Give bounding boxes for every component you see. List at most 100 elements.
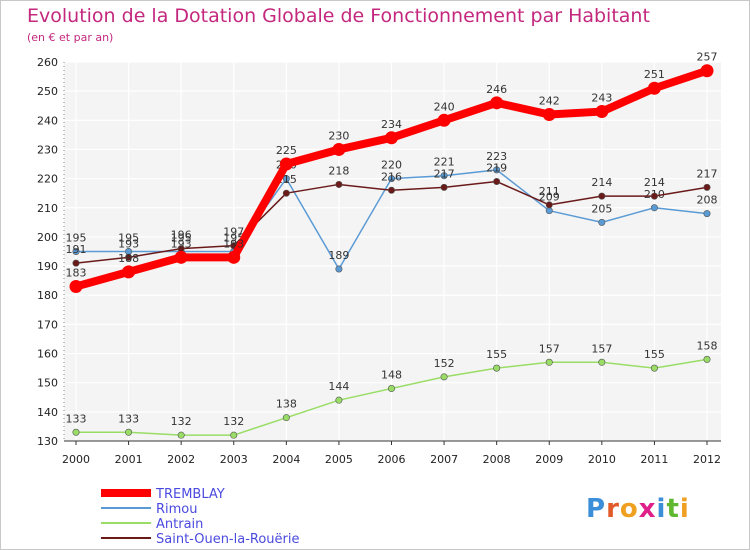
data-point [650, 204, 658, 212]
data-point [647, 81, 661, 95]
data-label: 257 [697, 51, 718, 64]
data-point [598, 218, 606, 226]
data-label: 246 [486, 83, 507, 96]
data-label: 148 [381, 369, 402, 382]
legend-item: TREMBLAY [101, 487, 225, 502]
data-point [493, 178, 501, 186]
x-tick-label: 2012 [693, 453, 721, 466]
data-point [335, 396, 343, 404]
y-tick-label: 180 [37, 289, 58, 302]
data-point [545, 358, 553, 366]
data-point [282, 414, 290, 422]
chart-subtitle: (en € et par an) [27, 31, 113, 44]
data-point [125, 428, 133, 436]
data-point [493, 166, 501, 174]
data-label: 217 [697, 167, 718, 180]
data-label: 138 [276, 398, 297, 411]
data-label: 205 [591, 202, 612, 215]
data-point [387, 186, 395, 194]
data-point [332, 142, 346, 156]
data-label: 217 [434, 167, 455, 180]
x-tick-label: 2010 [588, 453, 616, 466]
y-tick-label: 220 [37, 173, 58, 186]
y-tick-label: 160 [37, 348, 58, 361]
data-point [282, 189, 290, 197]
data-label: 214 [644, 176, 665, 189]
data-point [72, 259, 80, 267]
data-label: 196 [171, 229, 192, 242]
legend-label: Rimou [156, 502, 198, 517]
data-label: 197 [223, 226, 244, 239]
data-point [279, 157, 293, 171]
y-tick-label: 260 [37, 56, 58, 69]
data-label: 214 [591, 176, 612, 189]
legend-label: Antrain [156, 517, 203, 532]
data-point [545, 207, 553, 215]
y-tick-label: 140 [37, 406, 58, 419]
data-point [335, 180, 343, 188]
data-point [598, 358, 606, 366]
data-point [493, 364, 501, 372]
chart-title: Evolution de la Dotation Globale de Fonc… [27, 5, 650, 27]
data-point [650, 192, 658, 200]
y-tick-label: 240 [37, 114, 58, 127]
data-label: 158 [697, 339, 718, 352]
data-label: 193 [171, 237, 192, 250]
data-point [125, 253, 133, 261]
x-tick-label: 2001 [115, 453, 143, 466]
data-point [703, 355, 711, 363]
data-point [385, 131, 398, 145]
x-tick-label: 2009 [535, 453, 563, 466]
data-point [227, 250, 241, 264]
data-label: 243 [591, 92, 612, 105]
data-point [440, 172, 448, 180]
x-tick-label: 2002 [167, 453, 195, 466]
data-label: 132 [223, 415, 244, 428]
data-label: 195 [118, 232, 139, 245]
y-tick-label: 250 [37, 85, 58, 98]
y-tick-label: 130 [37, 435, 58, 448]
data-label: 183 [66, 266, 87, 279]
data-label: 220 [381, 159, 402, 172]
data-label: 240 [434, 100, 455, 113]
y-tick-label: 230 [37, 143, 58, 156]
data-point [72, 428, 80, 436]
data-point [703, 210, 711, 218]
data-label: 242 [539, 94, 560, 107]
legend-label: Saint-Ouen-la-Rouërie [156, 532, 299, 547]
data-label: 132 [171, 415, 192, 428]
data-label: 208 [697, 194, 718, 207]
data-point [387, 175, 395, 183]
data-label: 251 [644, 68, 665, 81]
data-point [72, 248, 80, 256]
data-label: 152 [434, 357, 455, 370]
data-label: 234 [381, 118, 402, 131]
data-label: 195 [66, 232, 87, 245]
data-point [440, 183, 448, 191]
data-label: 218 [328, 164, 349, 177]
x-tick-label: 2000 [62, 453, 90, 466]
data-point [440, 373, 448, 381]
data-label: 216 [381, 170, 402, 183]
x-tick-label: 2011 [640, 453, 668, 466]
y-tick-label: 150 [37, 377, 58, 390]
data-point [650, 364, 658, 372]
data-label: 211 [539, 185, 560, 198]
data-point [387, 385, 395, 393]
x-tick-label: 2008 [483, 453, 511, 466]
data-point [490, 96, 504, 110]
data-point [545, 201, 553, 209]
x-tick-label: 2003 [220, 453, 248, 466]
proxiti-logo: Proxiti [586, 494, 690, 524]
series-tremblay: 183 188 193 193 225 230 234 240 246 242 243 251 257 [66, 51, 718, 293]
data-label: 188 [118, 252, 139, 265]
data-label: 193 [223, 237, 244, 250]
y-tick-label: 170 [37, 318, 58, 331]
data-point [122, 265, 136, 279]
legend-label: TREMBLAY [155, 487, 225, 502]
data-label: 155 [486, 348, 507, 361]
x-tick-label: 2007 [430, 453, 458, 466]
data-point [595, 105, 609, 119]
